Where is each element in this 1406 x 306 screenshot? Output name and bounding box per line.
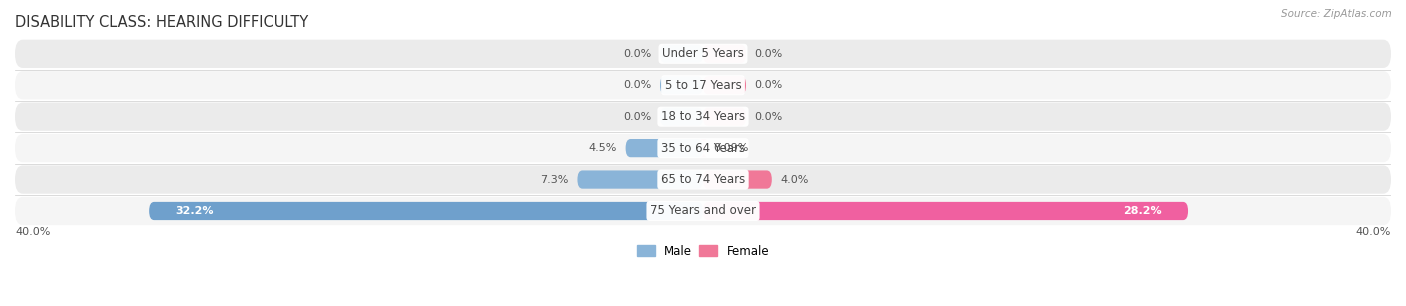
Text: DISABILITY CLASS: HEARING DIFFICULTY: DISABILITY CLASS: HEARING DIFFICULTY xyxy=(15,15,308,30)
Text: 0.0%: 0.0% xyxy=(755,80,783,90)
FancyBboxPatch shape xyxy=(703,170,772,189)
Text: 0.0%: 0.0% xyxy=(755,112,783,122)
Text: Under 5 Years: Under 5 Years xyxy=(662,47,744,60)
Text: 40.0%: 40.0% xyxy=(15,227,51,237)
FancyBboxPatch shape xyxy=(15,103,1391,131)
Text: 65 to 74 Years: 65 to 74 Years xyxy=(661,173,745,186)
Text: 7.3%: 7.3% xyxy=(540,174,569,185)
Text: 0.0%: 0.0% xyxy=(623,49,651,59)
FancyBboxPatch shape xyxy=(703,76,747,94)
FancyBboxPatch shape xyxy=(578,170,703,189)
FancyBboxPatch shape xyxy=(15,166,1391,194)
Text: 75 Years and over: 75 Years and over xyxy=(650,204,756,218)
FancyBboxPatch shape xyxy=(703,45,747,63)
Text: 32.2%: 32.2% xyxy=(174,206,214,216)
FancyBboxPatch shape xyxy=(15,40,1391,68)
Legend: Male, Female: Male, Female xyxy=(633,240,773,262)
FancyBboxPatch shape xyxy=(15,71,1391,99)
Text: 0.0%: 0.0% xyxy=(623,112,651,122)
FancyBboxPatch shape xyxy=(703,202,1188,220)
Text: 40.0%: 40.0% xyxy=(1355,227,1391,237)
Text: 0.09%: 0.09% xyxy=(713,143,748,153)
FancyBboxPatch shape xyxy=(703,108,747,126)
Text: 0.0%: 0.0% xyxy=(623,80,651,90)
Text: 18 to 34 Years: 18 to 34 Years xyxy=(661,110,745,123)
Text: Source: ZipAtlas.com: Source: ZipAtlas.com xyxy=(1281,9,1392,19)
Text: 0.0%: 0.0% xyxy=(755,49,783,59)
FancyBboxPatch shape xyxy=(659,45,703,63)
Text: 4.0%: 4.0% xyxy=(780,174,808,185)
FancyBboxPatch shape xyxy=(149,202,703,220)
FancyBboxPatch shape xyxy=(659,108,703,126)
Text: 35 to 64 Years: 35 to 64 Years xyxy=(661,142,745,155)
FancyBboxPatch shape xyxy=(15,134,1391,162)
Text: 5 to 17 Years: 5 to 17 Years xyxy=(665,79,741,92)
Text: 28.2%: 28.2% xyxy=(1123,206,1163,216)
Text: 4.5%: 4.5% xyxy=(589,143,617,153)
FancyBboxPatch shape xyxy=(15,197,1391,225)
FancyBboxPatch shape xyxy=(700,139,709,157)
FancyBboxPatch shape xyxy=(626,139,703,157)
FancyBboxPatch shape xyxy=(659,76,703,94)
